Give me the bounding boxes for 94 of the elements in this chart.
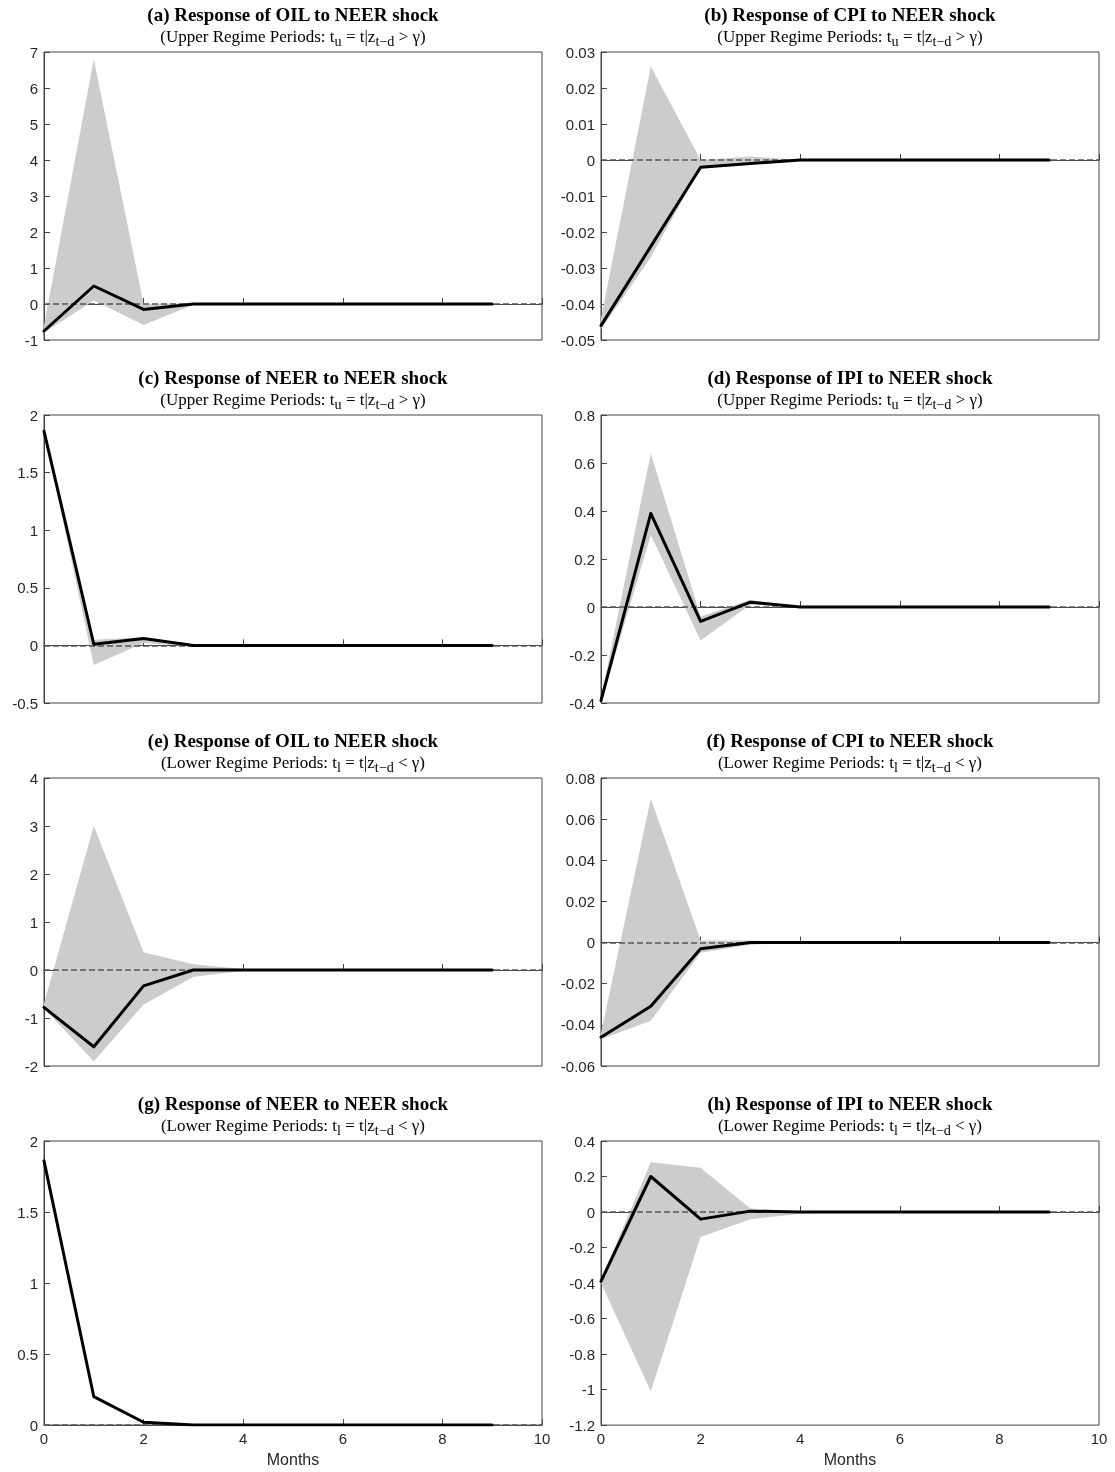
x-tick-label: 2 [139,1430,148,1448]
y-tick-label: 0 [29,295,38,313]
y-tick-label: 4 [29,769,38,787]
line-series [599,941,1051,1039]
line-series [599,158,1051,328]
y-tick-label: 0 [586,934,595,952]
y-tick-label: 0.4 [574,502,595,520]
y-tick-label: 0.6 [574,454,595,472]
chart-title: (b) Response of CPI to NEER shock [703,4,997,26]
y-tick-label: 0.5 [17,579,38,597]
y-tick-label: -0.8 [569,1345,595,1363]
y-tick-label: -0.5 [12,694,38,712]
y-tick-label: -0.02 [560,975,595,993]
y-tick-label: 0.02 [565,892,595,910]
y-tick-label: 2 [29,406,38,424]
x-tick-label: 6 [895,1430,904,1448]
y-tick-label: 3 [29,187,38,205]
y-tick-label: 0.01 [565,115,595,133]
x-tick-label: 4 [239,1430,248,1448]
y-tick-label: 0.02 [565,79,595,97]
line-series [42,284,494,333]
y-tick-label: 0.04 [565,851,595,869]
y-tick-label: 2 [29,223,38,241]
y-tick-label: -0.03 [560,259,595,277]
chart-subtitle: (Lower Regime Periods: t$_{l}$ = t|z$_{t−d}$ < γ) [717,1116,983,1139]
chart-subtitle: (Upper Regime Periods: t$_{u}$ = t|z$_{t−d}$ > γ) [160,27,426,50]
chart-title: (h) Response of IPI to NEER shock [706,1093,994,1115]
chart-title: (c) Response of NEER to NEER shock [137,367,449,389]
x-axis-title: Months [823,1450,877,1468]
chart-subtitle: (Upper Regime Periods: t$_{u}$ = t|z$_{t−d}$ > γ) [160,390,426,413]
y-tick-label: -2 [24,1057,38,1075]
y-tick-label: 1 [29,521,38,539]
y-tick-label: 0.5 [17,1345,38,1363]
y-tick-label: 0.06 [565,810,595,828]
chart-title: (a) Response of OIL to NEER shock [146,4,440,26]
y-tick-label: -1 [581,1381,595,1399]
y-tick-label: -0.04 [560,295,595,313]
y-tick-label: -0.06 [560,1057,595,1075]
y-tick-label: 1 [29,913,38,931]
y-tick-label: 6 [29,79,38,97]
y-tick-label: 0 [586,1203,595,1221]
x-tick-label: 10 [1090,1430,1108,1448]
y-tick-label: -0.04 [560,1016,595,1034]
y-tick-label: 7 [29,43,38,61]
y-tick-label: 3 [29,817,38,835]
y-tick-label: 0.8 [574,406,595,424]
y-tick-label: 0.08 [565,769,595,787]
chart-subtitle: (Lower Regime Periods: t$_{l}$ = t|z$_{t−d}$ < γ) [160,1116,426,1139]
chart-title: (g) Response of NEER to NEER shock [136,1093,450,1115]
chart-subtitle: (Upper Regime Periods: t$_{u}$ = t|z$_{t−d}$ > γ) [717,390,983,413]
x-tick-label: 8 [995,1430,1004,1448]
y-tick-label: -0.05 [560,331,595,349]
y-tick-label: 1 [29,259,38,277]
y-tick-label: 1.5 [17,464,38,482]
y-tick-label: 0.2 [574,550,595,568]
y-tick-label: -1 [24,1009,38,1027]
chart-title: (d) Response of IPI to NEER shock [706,367,994,389]
chart-subtitle: (Upper Regime Periods: t$_{u}$ = t|z$_{t−d}$ > γ) [717,27,983,50]
y-tick-label: 2 [29,865,38,883]
y-tick-label: 1 [29,1274,38,1292]
x-tick-label: 4 [796,1430,805,1448]
y-tick-label: -0.4 [569,694,595,712]
y-tick-label: 0.4 [574,1132,595,1150]
y-tick-label: -0.6 [569,1310,595,1328]
y-tick-label: -0.2 [569,1239,595,1257]
line-series [599,511,1051,703]
x-tick-label: 8 [438,1430,447,1448]
chart-title: (e) Response of OIL to NEER shock [146,730,440,752]
y-tick-label: -0.2 [569,646,595,664]
y-tick-label: 0 [29,1416,38,1434]
y-tick-label: 0 [29,961,38,979]
x-tick-label: 10 [533,1430,551,1448]
y-tick-label: -1 [24,331,38,349]
chart-subtitle: (Lower Regime Periods: t$_{l}$ = t|z$_{t−d}$ < γ) [717,753,983,776]
y-tick-label: 2 [29,1132,38,1150]
y-tick-label: -0.4 [569,1274,595,1292]
y-tick-label: 0.2 [574,1168,595,1186]
y-tick-label: 0 [586,151,595,169]
x-tick-label: 6 [338,1430,347,1448]
y-tick-label: -0.01 [560,187,595,205]
x-axis-title: Months [266,1450,320,1468]
y-tick-label: 4 [29,151,38,169]
y-tick-label: -0.02 [560,223,595,241]
chart-subtitle: (Lower Regime Periods: t$_{l}$ = t|z$_{t−d}$ < γ) [160,753,426,776]
x-tick-label: 2 [696,1430,705,1448]
y-tick-label: -1.2 [569,1416,595,1434]
y-tick-label: 0.03 [565,43,595,61]
chart-title: (f) Response of CPI to NEER shock [705,730,995,752]
y-tick-label: 5 [29,115,38,133]
y-tick-label: 1.5 [17,1203,38,1221]
y-tick-label: 0 [29,636,38,654]
line-series [599,1175,1051,1283]
line-series [42,1159,494,1427]
y-tick-label: 0 [586,598,595,616]
